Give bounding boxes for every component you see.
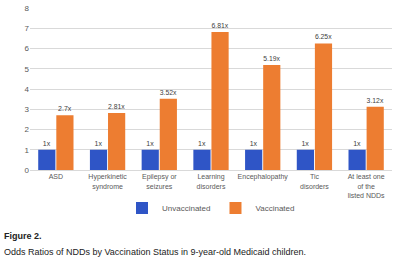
- svg-text:ASD: ASD: [49, 173, 63, 180]
- svg-text:Ticdisorders: Ticdisorders: [300, 173, 329, 189]
- svg-text:3: 3: [25, 105, 30, 114]
- svg-text:0: 0: [25, 166, 30, 175]
- svg-text:6.81x: 6.81x: [211, 22, 228, 29]
- svg-text:Figure 2.: Figure 2.: [4, 231, 42, 241]
- svg-text:1x: 1x: [95, 140, 103, 147]
- svg-text:2: 2: [25, 125, 30, 134]
- svg-text:Hyperkineticsyndrome: Hyperkineticsyndrome: [88, 173, 127, 190]
- svg-text:1x: 1x: [43, 140, 51, 147]
- svg-text:5: 5: [25, 65, 30, 74]
- svg-text:5.19x: 5.19x: [263, 55, 280, 62]
- svg-text:1x: 1x: [146, 140, 154, 147]
- svg-text:2.81x: 2.81x: [108, 103, 125, 110]
- svg-text:6.25x: 6.25x: [315, 33, 332, 40]
- svg-text:1x: 1x: [250, 140, 258, 147]
- svg-text:Odds Ratios of NDDs by Vaccina: Odds Ratios of NDDs by Vaccination Statu…: [4, 247, 306, 257]
- svg-text:Encephalopathy: Encephalopathy: [238, 173, 289, 181]
- svg-text:At least oneof thelisted NDDs: At least oneof thelisted NDDs: [348, 173, 385, 198]
- svg-text:1x: 1x: [301, 140, 309, 147]
- svg-text:Learningdisorders: Learningdisorders: [197, 173, 226, 189]
- svg-text:2.7x: 2.7x: [58, 105, 72, 112]
- svg-text:1: 1: [25, 146, 30, 155]
- svg-text:1x: 1x: [353, 140, 361, 147]
- svg-text:3.52x: 3.52x: [160, 89, 177, 96]
- svg-text:7: 7: [25, 24, 30, 33]
- svg-text:3.12x: 3.12x: [367, 97, 384, 104]
- svg-text:8: 8: [25, 4, 30, 13]
- svg-text:Epilepsy orseizures: Epilepsy orseizures: [142, 173, 177, 189]
- svg-text:Vaccinated: Vaccinated: [255, 204, 294, 213]
- svg-text:Unvaccinated: Unvaccinated: [162, 204, 210, 213]
- svg-text:1x: 1x: [198, 140, 206, 147]
- svg-text:4: 4: [25, 85, 30, 94]
- svg-text:6: 6: [25, 44, 30, 53]
